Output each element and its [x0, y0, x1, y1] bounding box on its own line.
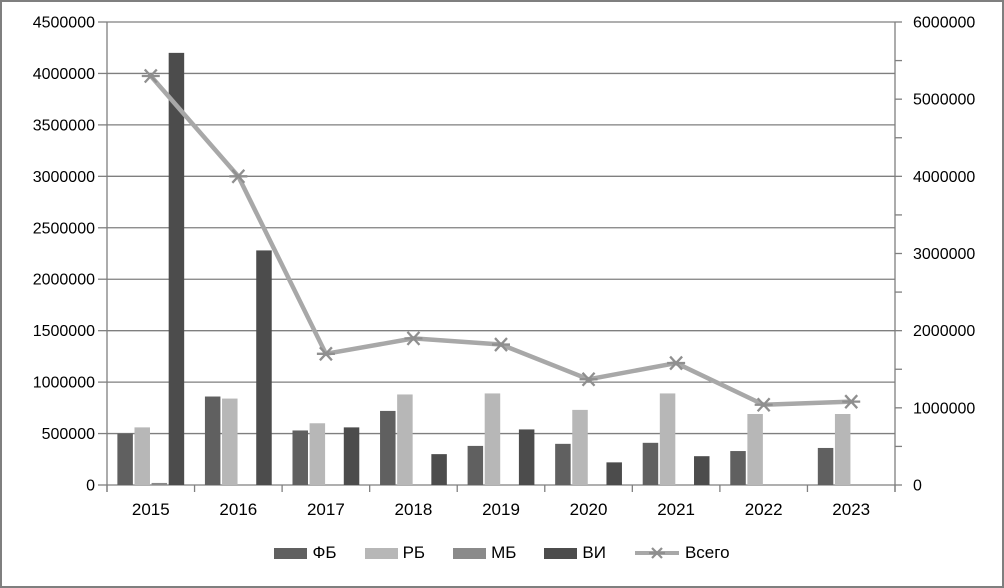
bar-rb-2018: [397, 394, 413, 485]
bar-vi-2020: [606, 462, 622, 485]
legend-item-total: Всего: [634, 543, 730, 563]
left-axis-label: 3000000: [33, 169, 95, 186]
bar-fb-2020: [555, 443, 571, 485]
left-axis-label: 2500000: [33, 220, 95, 237]
bar-fb-2019: [467, 445, 484, 485]
x-axis-label: 2020: [570, 500, 608, 519]
left-axis-label: 3500000: [33, 117, 95, 134]
legend-item-vi: ВИ: [544, 543, 606, 563]
total-line-marker-2023: [842, 394, 861, 409]
total-line-marker-2020: [579, 372, 598, 387]
chart-legend: ФБ РБ МБ ВИ Всего: [2, 543, 1002, 563]
total-line-marker-2015: [141, 68, 160, 84]
x-axis-label: 2017: [307, 500, 345, 519]
legend-swatch-rb: [364, 547, 398, 559]
left-axis-label: 1000000: [33, 375, 95, 392]
left-axis-label: 2000000: [33, 272, 95, 289]
x-axis-label: 2023: [832, 500, 870, 519]
x-axis-label: 2016: [219, 500, 257, 519]
bar-fb-2018: [380, 410, 396, 485]
bar-fb-2015: [117, 433, 133, 485]
bar-fb-2022: [730, 451, 746, 485]
bar-rb-2020: [572, 409, 588, 485]
bar-fb-2016: [204, 396, 221, 485]
legend-label-rb: РБ: [402, 543, 426, 562]
legend-label-total: Всего: [684, 543, 730, 562]
bar-rb-2016: [222, 398, 238, 485]
total-line-marker-2018: [404, 331, 423, 346]
legend-label-vi: ВИ: [582, 543, 606, 562]
bar-vi-2021: [694, 456, 710, 485]
left-axis-label: 0: [86, 478, 95, 495]
legend-swatch-fb: [274, 547, 308, 559]
bar-fb-2021: [642, 442, 659, 485]
bar-vi-2019: [518, 429, 535, 485]
left-axis-label: 4000000: [33, 66, 95, 83]
left-axis-label: 500000: [42, 426, 95, 443]
x-axis-label: 2018: [395, 500, 433, 519]
right-axis-label: 3000000: [913, 246, 975, 263]
bar-rb-2023: [834, 414, 851, 485]
x-axis-label: 2021: [657, 500, 695, 519]
right-axis-label: 4000000: [913, 169, 975, 186]
legend-item-rb: РБ: [364, 543, 426, 563]
x-axis-label: 2015: [132, 500, 170, 519]
bar-rb-2015: [134, 427, 150, 485]
bar-vi-2015: [168, 52, 185, 485]
legend-item-fb: ФБ: [274, 543, 337, 563]
right-axis-label: 5000000: [913, 92, 975, 109]
right-axis-label: 1000000: [913, 400, 975, 417]
bar-vi-2016: [256, 250, 272, 485]
total-line-marker-2021: [667, 355, 686, 371]
bar-vi-2018: [431, 454, 447, 485]
bar-rb-2019: [484, 393, 501, 485]
legend-item-mb: МБ: [453, 543, 516, 563]
bar-rb-2017: [309, 423, 326, 485]
bar-rb-2022: [747, 414, 763, 485]
bar-rb-2021: [659, 393, 676, 485]
legend-swatch-mb: [453, 547, 487, 559]
legend-label-mb: МБ: [491, 543, 517, 562]
legend-swatch-vi: [544, 547, 578, 559]
legend-label-fb: ФБ: [312, 543, 337, 562]
x-axis-label: 2019: [482, 500, 520, 519]
right-axis-label: 0: [913, 478, 922, 495]
total-line-marker-2022: [754, 397, 773, 413]
right-axis-label: 2000000: [913, 323, 975, 340]
total-line-marker-2016: [229, 169, 248, 184]
total-line-marker-2017: [316, 346, 335, 362]
right-axis-label: 6000000: [913, 15, 975, 32]
bar-vi-2017: [343, 427, 360, 485]
total-line-marker-2019: [492, 337, 510, 352]
legend-line-marker-icon: [634, 547, 679, 559]
left-axis-label: 1500000: [33, 323, 95, 340]
x-axis-label: 2022: [745, 500, 783, 519]
bar-fb-2023: [817, 447, 834, 485]
left-axis-label: 4500000: [33, 15, 95, 32]
bar-mb-2015: [151, 482, 168, 485]
bar-fb-2017: [292, 430, 308, 485]
